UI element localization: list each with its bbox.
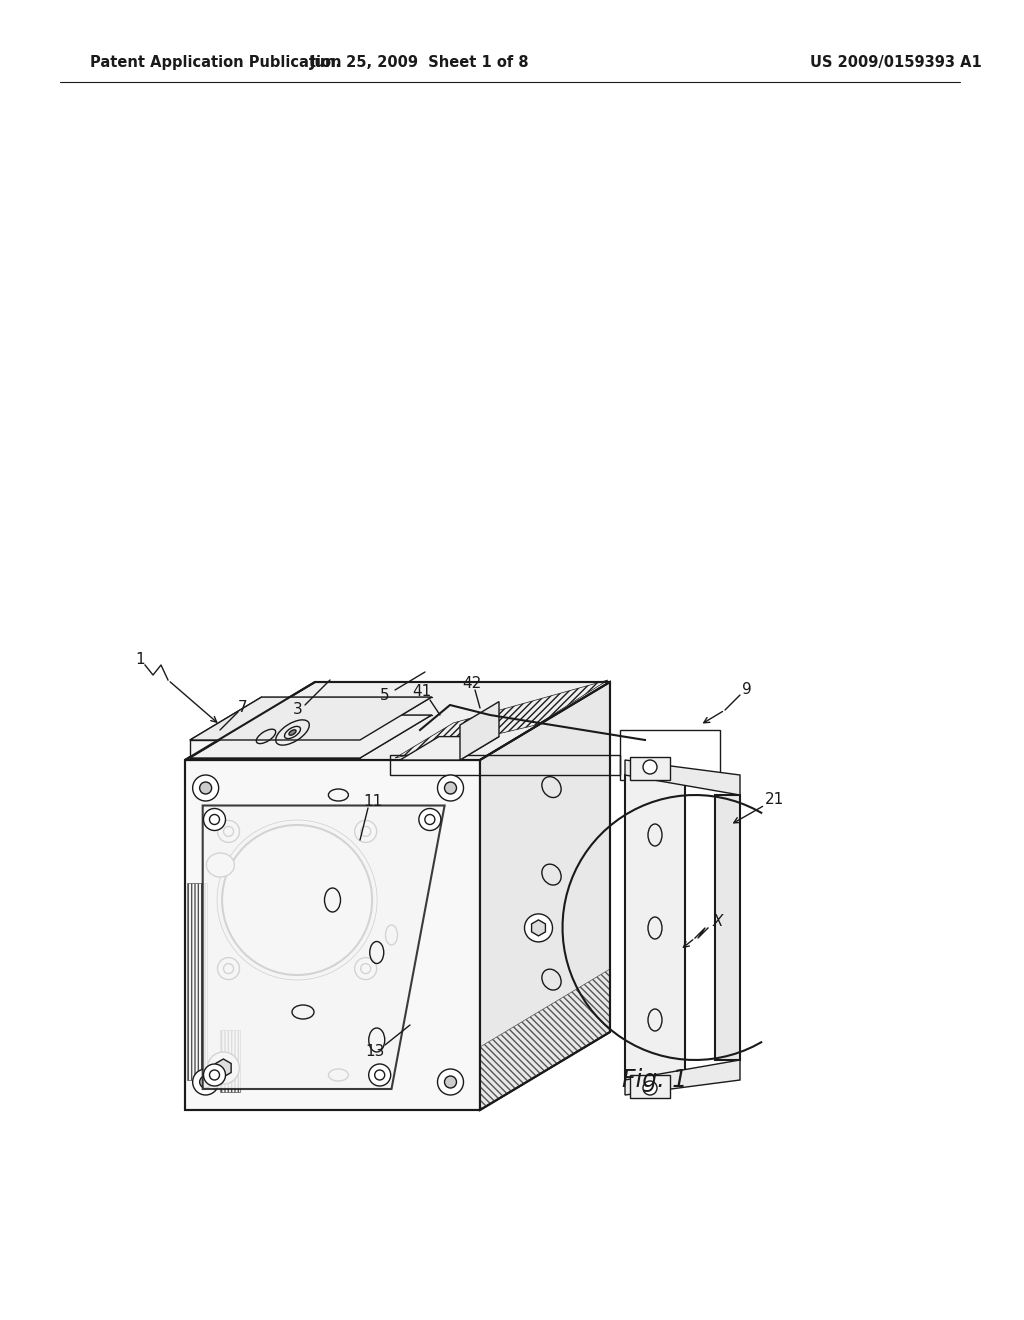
Circle shape <box>419 808 441 830</box>
Polygon shape <box>625 1060 740 1096</box>
Ellipse shape <box>289 730 296 735</box>
Polygon shape <box>190 697 431 741</box>
Polygon shape <box>203 805 444 1089</box>
Polygon shape <box>630 756 670 780</box>
Text: 7: 7 <box>239 700 248 714</box>
Circle shape <box>643 760 657 774</box>
Ellipse shape <box>207 853 234 876</box>
Circle shape <box>200 1076 212 1088</box>
Circle shape <box>222 825 372 975</box>
Text: Patent Application Publication: Patent Application Publication <box>90 54 341 70</box>
Text: 5: 5 <box>380 688 390 702</box>
Text: 11: 11 <box>364 795 383 809</box>
Polygon shape <box>625 775 685 1080</box>
Circle shape <box>354 821 377 842</box>
Polygon shape <box>480 682 610 1110</box>
Polygon shape <box>185 760 480 1110</box>
Polygon shape <box>460 702 499 760</box>
Circle shape <box>217 957 240 979</box>
Text: 13: 13 <box>366 1044 385 1060</box>
Circle shape <box>354 957 377 979</box>
Text: X: X <box>713 915 723 929</box>
Circle shape <box>204 808 225 830</box>
Polygon shape <box>216 1059 231 1077</box>
Text: 9: 9 <box>742 682 752 697</box>
Circle shape <box>444 1076 457 1088</box>
Polygon shape <box>185 682 610 760</box>
Text: 1: 1 <box>135 652 144 668</box>
Circle shape <box>193 775 219 801</box>
Circle shape <box>437 775 464 801</box>
Circle shape <box>200 781 212 795</box>
Circle shape <box>643 1081 657 1096</box>
Circle shape <box>193 1069 219 1096</box>
Circle shape <box>207 1052 240 1084</box>
Circle shape <box>217 821 240 842</box>
Circle shape <box>437 1069 464 1096</box>
Polygon shape <box>190 741 360 758</box>
Text: US 2009/0159393 A1: US 2009/0159393 A1 <box>810 54 982 70</box>
Polygon shape <box>625 760 740 795</box>
Polygon shape <box>190 715 431 758</box>
Text: Jun. 25, 2009  Sheet 1 of 8: Jun. 25, 2009 Sheet 1 of 8 <box>310 54 529 70</box>
Polygon shape <box>400 737 499 760</box>
Polygon shape <box>630 1074 670 1098</box>
Circle shape <box>204 1064 225 1086</box>
Text: 42: 42 <box>463 676 481 692</box>
Text: Fig. 1: Fig. 1 <box>623 1068 688 1092</box>
Polygon shape <box>715 795 740 1060</box>
Text: 41: 41 <box>413 685 432 700</box>
Text: 21: 21 <box>765 792 784 808</box>
Circle shape <box>369 1064 391 1086</box>
Circle shape <box>444 781 457 795</box>
Circle shape <box>524 913 553 942</box>
Text: 3: 3 <box>293 702 303 718</box>
Polygon shape <box>531 920 546 936</box>
